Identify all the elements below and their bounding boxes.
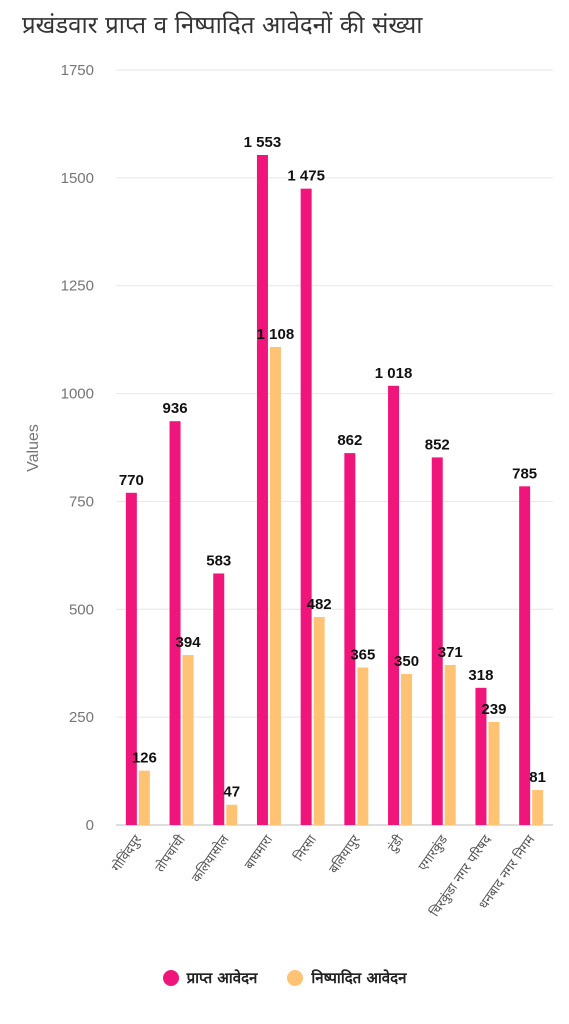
legend-swatch-disposed	[287, 970, 304, 986]
data-label-disposed: 81	[529, 769, 546, 786]
bar-disposed[interactable]	[357, 667, 369, 825]
legend-label-disposed: निष्पादित आवेदन	[311, 969, 407, 987]
x-category-label: एगारकुंड	[416, 832, 452, 874]
y-tick-label: 250	[69, 709, 94, 726]
y-tick-label: 1500	[61, 170, 94, 187]
data-label-disposed: 126	[132, 750, 157, 767]
chart-title: प्रखंडवार प्राप्त व निष्पादित आवेदनों की…	[22, 11, 423, 39]
y-tick-label: 750	[69, 493, 94, 510]
data-label-received: 583	[206, 552, 231, 569]
bar-received[interactable]	[519, 486, 531, 825]
bar-disposed[interactable]	[269, 346, 281, 825]
bar-disposed[interactable]	[488, 721, 500, 825]
y-axis-ticks: 0 250 500 750 1000 1250 1500 1750	[61, 62, 94, 834]
data-label-received: 770	[119, 472, 144, 489]
data-label-disposed: 239	[481, 701, 506, 718]
data-label-disposed: 47	[223, 784, 240, 801]
y-tick-label: 1000	[61, 386, 94, 403]
x-category-label: गोविंदपुर	[109, 832, 146, 875]
x-category-label: टुंडी	[385, 832, 408, 856]
y-tick-label: 1250	[61, 278, 94, 295]
x-category-label: निरसा	[291, 832, 321, 865]
data-labels: 770 126 936 394 583 47 1 553 1 108 1 475 482 862 36…	[119, 134, 546, 801]
legend: प्राप्त आवेदन निष्पादित आवेदन	[0, 968, 569, 988]
data-label-received: 1 475	[287, 168, 325, 185]
bar-disposed[interactable]	[182, 655, 194, 825]
data-label-disposed: 350	[394, 653, 419, 670]
x-category-label: बलियापुर	[326, 832, 364, 877]
data-label-disposed: 371	[438, 644, 463, 661]
data-label-disposed: 365	[350, 647, 375, 664]
data-label-disposed: 394	[176, 634, 202, 651]
bar-disposed[interactable]	[313, 617, 325, 825]
x-category-label: बाघमारा	[242, 832, 277, 872]
legend-item-disposed[interactable]: निष्पादित आवेदन	[287, 968, 406, 988]
data-label-disposed: 1 108	[257, 326, 295, 343]
bars	[125, 154, 544, 826]
legend-item-received[interactable]: प्राप्त आवेदन	[162, 968, 258, 988]
legend-label-received: प्राप्त आवेदन	[186, 969, 258, 987]
bar-received[interactable]	[169, 421, 181, 825]
data-label-received: 936	[163, 400, 188, 417]
bar-chart: 0 250 500 750 1000 1250 1500 1750 Values 770 126…	[25, 62, 553, 920]
x-axis-categories: गोविंदपुर तोपचांची कलियासोल बाघमारा निरसा बलि…	[109, 831, 539, 920]
bar-received[interactable]	[256, 154, 268, 825]
data-label-received: 862	[337, 432, 362, 449]
bar-received[interactable]	[475, 687, 487, 825]
bar-received[interactable]	[300, 188, 312, 826]
bar-disposed[interactable]	[138, 770, 150, 825]
data-label-received: 318	[468, 667, 493, 684]
x-category-label: कलियासोल	[188, 832, 232, 886]
y-tick-label: 500	[69, 601, 94, 618]
data-label-disposed: 482	[307, 596, 332, 613]
data-label-received: 852	[425, 436, 450, 453]
legend-swatch-received	[162, 970, 179, 986]
data-label-received: 1 553	[244, 134, 282, 151]
bar-received[interactable]	[125, 492, 137, 825]
bar-disposed[interactable]	[226, 804, 238, 825]
data-label-received: 785	[512, 465, 537, 482]
bar-received[interactable]	[213, 573, 225, 825]
bar-disposed[interactable]	[401, 674, 413, 825]
bar-disposed[interactable]	[532, 790, 544, 825]
y-axis-label: Values	[25, 424, 42, 472]
bar-received[interactable]	[431, 457, 443, 825]
y-tick-label: 0	[86, 817, 94, 834]
bar-disposed[interactable]	[444, 664, 456, 825]
bar-received[interactable]	[344, 453, 356, 825]
y-tick-label: 1750	[61, 62, 94, 79]
data-label-received: 1 018	[375, 365, 413, 382]
bar-received[interactable]	[388, 385, 400, 825]
x-category-label: तोपचांची	[152, 832, 189, 876]
